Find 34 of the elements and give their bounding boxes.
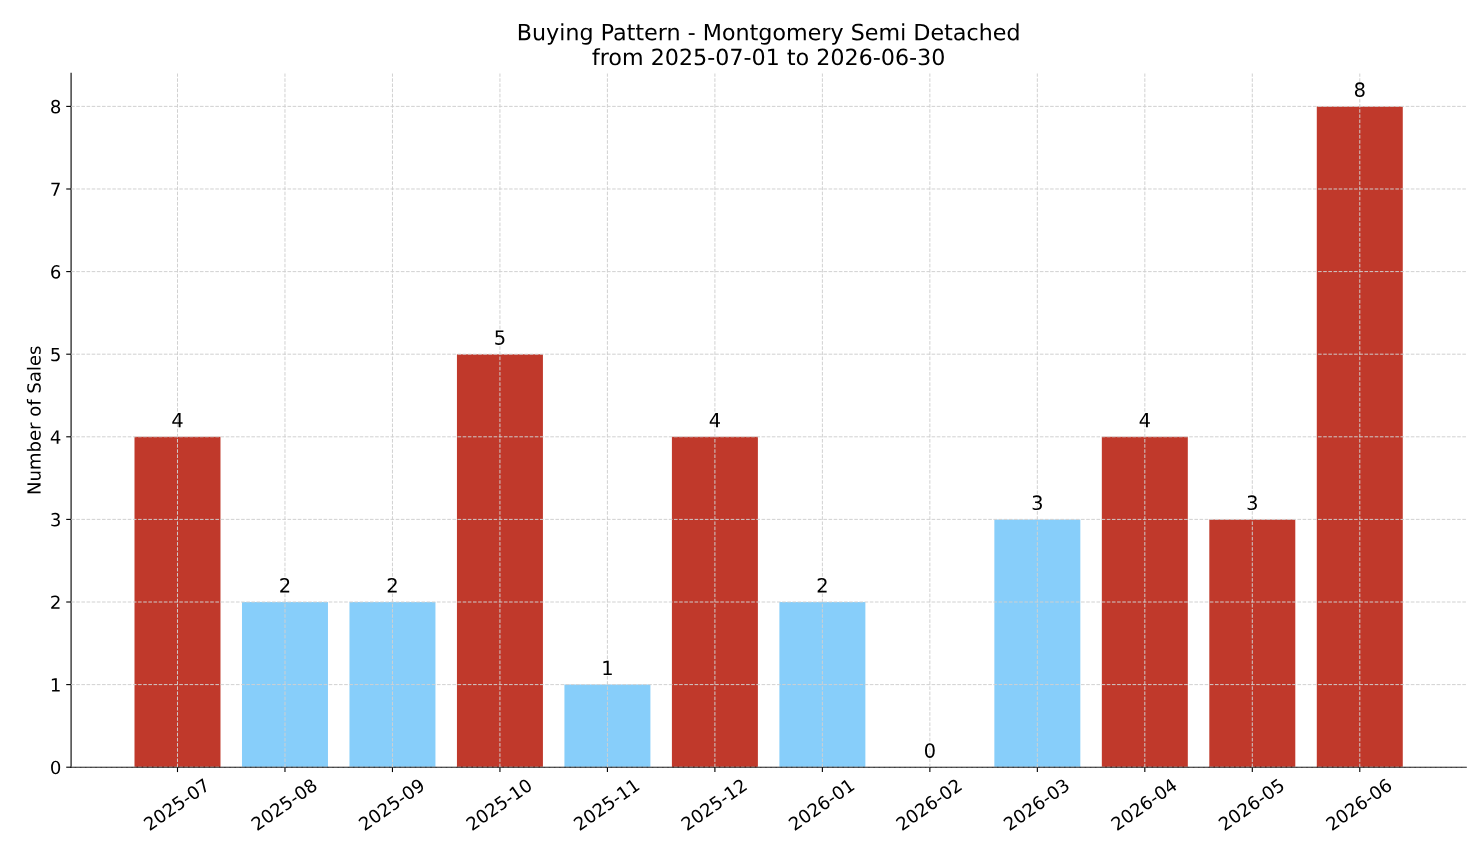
data-label: 5 xyxy=(495,330,505,345)
y-tick-label: 4 xyxy=(50,430,61,444)
y-tick-label: 8 xyxy=(51,99,61,114)
data-label: 2 xyxy=(387,577,397,593)
bar xyxy=(1209,519,1296,768)
data-label: 3 xyxy=(1032,495,1042,511)
data-label: 2 xyxy=(817,577,827,593)
data-label: 2 xyxy=(280,577,290,593)
data-label: 3 xyxy=(1247,495,1257,511)
bar xyxy=(994,519,1081,768)
bar xyxy=(1101,436,1188,768)
y-tick-label: 7 xyxy=(51,182,60,196)
data-label: 8 xyxy=(1354,82,1365,98)
y-tick-label: 5 xyxy=(51,347,60,362)
y-tick-label: 6 xyxy=(51,265,61,279)
bar xyxy=(134,436,221,768)
y-tick-label: 0 xyxy=(51,760,61,775)
bar xyxy=(1316,106,1403,768)
bar xyxy=(671,436,758,768)
data-label: 1 xyxy=(603,660,612,676)
bar xyxy=(241,602,328,768)
bar xyxy=(779,602,866,768)
data-label: 4 xyxy=(172,413,183,428)
bar xyxy=(564,684,651,768)
y-tick-label: 1 xyxy=(51,678,60,692)
y-tick-label: 2 xyxy=(51,595,60,609)
y-tick-label: 3 xyxy=(51,512,60,527)
data-label: 4 xyxy=(709,413,720,428)
y-axis-title: Number of Sales xyxy=(26,346,41,494)
data-label: 4 xyxy=(1139,413,1150,428)
data-label: 0 xyxy=(924,743,935,758)
bar xyxy=(349,602,436,768)
bar xyxy=(456,354,543,768)
chart-title: Buying Pattern - Montgomery Semi Detached from 2025-07-01 to 2026-06-30 xyxy=(518,23,1019,66)
